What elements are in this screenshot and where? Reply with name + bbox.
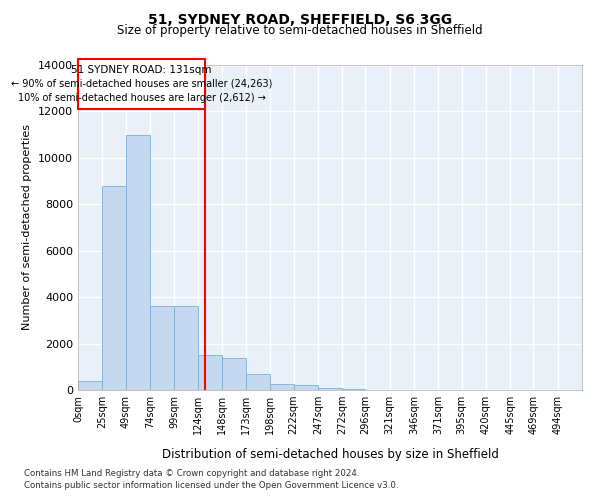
Bar <box>150 306 174 390</box>
Bar <box>79 58 205 109</box>
Bar <box>78 380 102 390</box>
Bar <box>125 134 150 390</box>
Text: 51 SYDNEY ROAD: 131sqm: 51 SYDNEY ROAD: 131sqm <box>71 64 212 74</box>
Bar <box>293 386 318 390</box>
Bar <box>270 384 293 390</box>
Bar <box>318 388 342 390</box>
Text: Contains public sector information licensed under the Open Government Licence v3: Contains public sector information licen… <box>24 481 398 490</box>
Y-axis label: Number of semi-detached properties: Number of semi-detached properties <box>22 124 32 330</box>
Bar <box>199 355 222 390</box>
Text: Contains HM Land Registry data © Crown copyright and database right 2024.: Contains HM Land Registry data © Crown c… <box>24 468 359 477</box>
Text: 51, SYDNEY ROAD, SHEFFIELD, S6 3GG: 51, SYDNEY ROAD, SHEFFIELD, S6 3GG <box>148 12 452 26</box>
Bar <box>222 358 246 390</box>
Bar <box>102 186 125 390</box>
Bar <box>174 306 199 390</box>
Text: Size of property relative to semi-detached houses in Sheffield: Size of property relative to semi-detach… <box>117 24 483 37</box>
Text: ← 90% of semi-detached houses are smaller (24,263): ← 90% of semi-detached houses are smalle… <box>11 78 272 88</box>
Bar <box>246 374 270 390</box>
Bar <box>342 388 365 390</box>
Text: 10% of semi-detached houses are larger (2,612) →: 10% of semi-detached houses are larger (… <box>17 93 266 103</box>
X-axis label: Distribution of semi-detached houses by size in Sheffield: Distribution of semi-detached houses by … <box>161 448 499 461</box>
